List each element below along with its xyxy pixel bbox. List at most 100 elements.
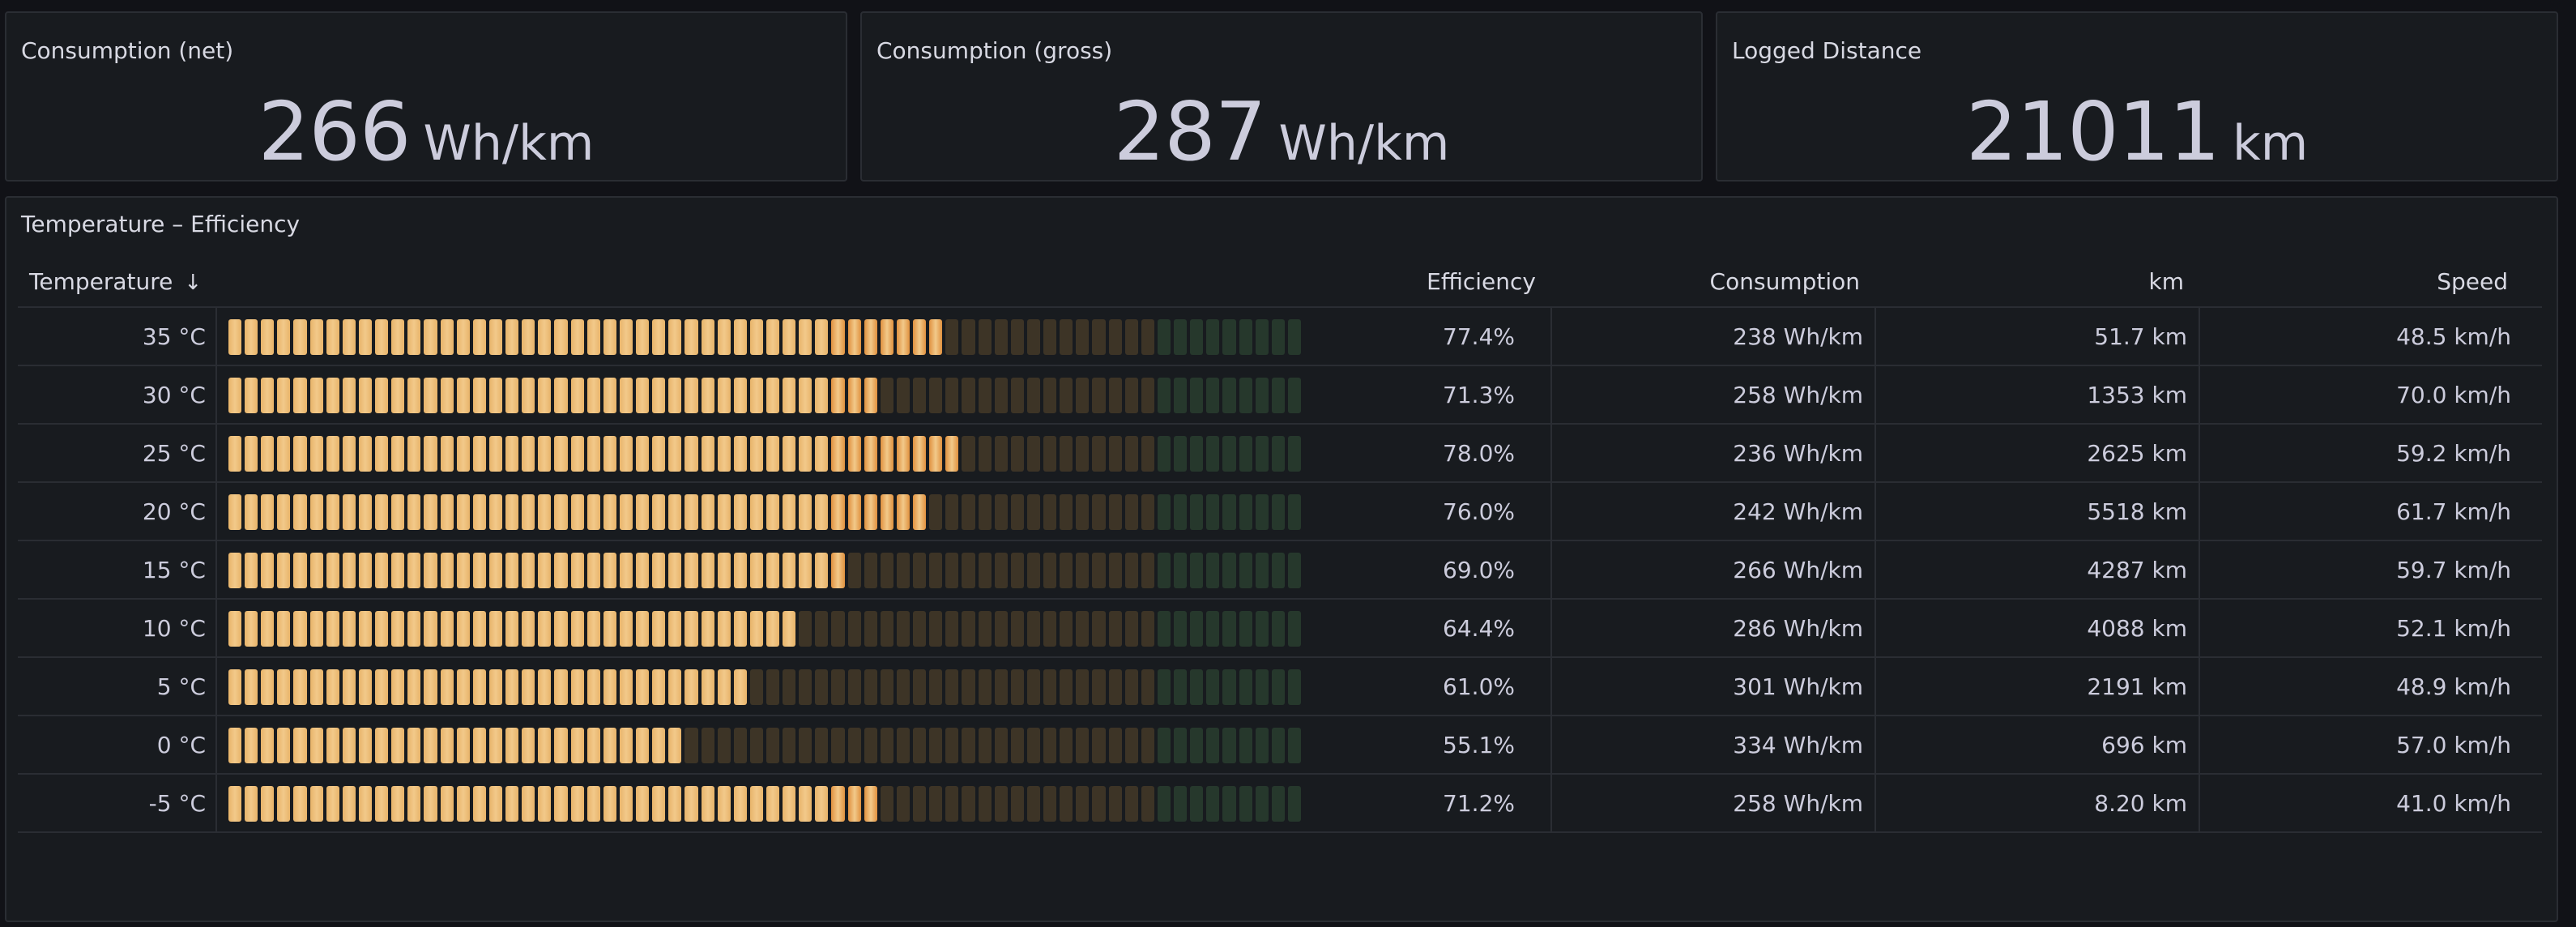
- gauge-cell: [880, 611, 893, 647]
- gauge-cell: [1239, 319, 1252, 355]
- gauge-cell: [1174, 669, 1188, 705]
- gauge-cell: [277, 319, 291, 355]
- gauge-cell: [896, 436, 911, 472]
- gauge-cell: [896, 611, 911, 647]
- gauge-cell: [1026, 728, 1041, 763]
- gauge-cell: [554, 494, 568, 530]
- gauge-cell: [1271, 553, 1285, 588]
- gauge-cell: [636, 669, 650, 705]
- gauge-cell: [913, 553, 927, 588]
- gauge-cell: [261, 436, 275, 472]
- panel-title: Logged Distance: [1732, 37, 1922, 64]
- gauge-cell: [945, 378, 959, 413]
- gauge-cell: [228, 494, 242, 530]
- gauge-cell: [1271, 378, 1285, 413]
- gauge-cell: [1206, 494, 1220, 530]
- gauge-cell: [570, 728, 584, 763]
- gauge-cell: [1271, 786, 1285, 822]
- column-header-consumption[interactable]: Consumption: [1550, 256, 1874, 306]
- gauge-cell: [603, 728, 616, 763]
- cell-consumption: 286 Wh/km: [1550, 600, 1874, 656]
- gauge-cell: [766, 728, 780, 763]
- gauge-cell: [603, 436, 616, 472]
- gauge-cell: [522, 553, 535, 588]
- gauge-cell: [424, 319, 437, 355]
- gauge-cell: [228, 728, 242, 763]
- gauge-cell: [293, 611, 307, 647]
- gauge-cell: [586, 494, 600, 530]
- column-header-speed[interactable]: Speed: [2199, 256, 2523, 306]
- column-header-efficiency[interactable]: Efficiency: [215, 256, 1550, 306]
- gauge-cell: [962, 319, 975, 355]
- gauge-cell: [505, 553, 519, 588]
- column-header-temperature[interactable]: Temperature ↓: [18, 268, 215, 295]
- gauge-cell: [929, 728, 943, 763]
- gauge-cell: [375, 378, 389, 413]
- gauge-cell: [1174, 319, 1188, 355]
- gauge-cell: [440, 728, 454, 763]
- gauge-cell: [913, 786, 927, 822]
- stat-panel-consumption-gross[interactable]: Consumption (gross) 287 Wh/km: [860, 11, 1703, 182]
- gauge-cell: [554, 378, 568, 413]
- gauge-cell: [538, 378, 552, 413]
- gauge-cell: [407, 728, 421, 763]
- efficiency-gauge: [228, 728, 1304, 763]
- cell-temperature: 25 °C: [142, 439, 206, 467]
- gauge-cell: [1124, 436, 1138, 472]
- gauge-cell: [245, 436, 258, 472]
- gauge-cell: [586, 436, 600, 472]
- gauge-cell: [522, 319, 535, 355]
- gauge-cell: [685, 319, 698, 355]
- efficiency-gauge: [228, 669, 1304, 705]
- gauge-cell: [1222, 669, 1236, 705]
- gauge-cell: [326, 786, 339, 822]
- column-header-km[interactable]: km: [1874, 256, 2199, 306]
- gauge-cell: [554, 611, 568, 647]
- gauge-cell: [701, 611, 714, 647]
- gauge-cell: [896, 319, 911, 355]
- gauge-cell: [864, 494, 877, 530]
- gauge-cell: [783, 494, 796, 530]
- gauge-cell: [685, 494, 698, 530]
- gauge-cell: [488, 319, 503, 355]
- cell-consumption: 236 Wh/km: [1550, 425, 1874, 481]
- gauge-cell: [277, 611, 291, 647]
- gauge-cell: [1222, 728, 1236, 763]
- gauge-cell: [522, 436, 535, 472]
- gauge-cell: [783, 319, 796, 355]
- stat-panel-logged-distance[interactable]: Logged Distance 21011 km: [1716, 11, 2558, 182]
- gauge-cell: [929, 611, 943, 647]
- gauge-cell: [505, 728, 519, 763]
- gauge-cell: [570, 319, 584, 355]
- gauge-cell: [586, 786, 600, 822]
- gauge-cell: [488, 436, 503, 472]
- gauge-cell: [358, 611, 373, 647]
- gauge-cell: [1060, 611, 1073, 647]
- cell-efficiency: 71.2%: [215, 775, 1550, 831]
- gauge-cell: [1141, 669, 1154, 705]
- gauge-cell: [1076, 611, 1090, 647]
- gauge-cell: [831, 669, 845, 705]
- gauge-cell: [1206, 319, 1220, 355]
- gauge-cell: [831, 494, 845, 530]
- gauge-cell: [375, 786, 389, 822]
- gauge-cell: [1271, 669, 1285, 705]
- gauge-cell: [326, 319, 339, 355]
- cell-consumption: 301 Wh/km: [1550, 658, 1874, 715]
- gauge-cell: [766, 436, 780, 472]
- gauge-cell: [1174, 494, 1188, 530]
- gauge-cell: [1157, 669, 1171, 705]
- gauge-cell: [538, 786, 552, 822]
- cell-temperature: 10 °C: [142, 614, 206, 642]
- stat-panel-consumption-net[interactable]: Consumption (net) 266 Wh/km: [5, 11, 847, 182]
- gauge-cell: [799, 728, 812, 763]
- gauge-cell: [978, 494, 992, 530]
- gauge-cell: [391, 669, 405, 705]
- gauge-cell: [1043, 378, 1057, 413]
- efficiency-gauge: [228, 378, 1304, 413]
- gauge-cell: [424, 728, 437, 763]
- gauge-cell: [1108, 378, 1122, 413]
- gauge-cell: [424, 669, 437, 705]
- gauge-cell: [749, 786, 763, 822]
- gauge-cell: [326, 378, 339, 413]
